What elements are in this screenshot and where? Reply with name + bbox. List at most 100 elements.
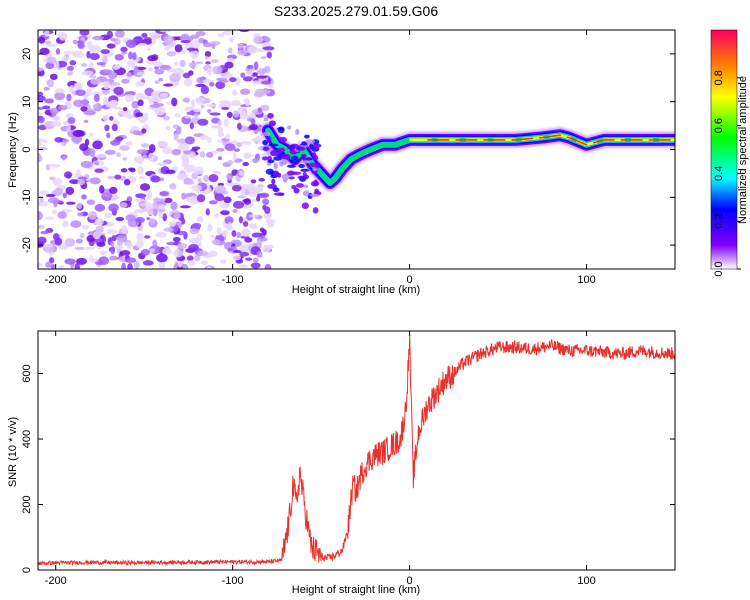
- noise-blob: [102, 80, 111, 90]
- noise-blob: [190, 200, 197, 205]
- noise-blob: [80, 105, 88, 112]
- noise-blob: [89, 177, 101, 185]
- noise-blob: [216, 147, 225, 152]
- noise-blob: [51, 209, 58, 215]
- noise-blob: [89, 75, 97, 79]
- noise-blob: [115, 216, 125, 222]
- y-tick-label: 20: [21, 48, 33, 60]
- noise-blob: [106, 30, 114, 39]
- noise-blob: [111, 235, 117, 242]
- noise-blob: [44, 30, 50, 37]
- noise-blob: [200, 260, 209, 266]
- noise-blob: [182, 97, 191, 103]
- noise-blob: [257, 67, 266, 76]
- y-tick-label: 0: [21, 567, 33, 573]
- noise-blob: [217, 120, 222, 126]
- onset-blob: [281, 153, 291, 160]
- noise-blob: [203, 175, 209, 183]
- noise-blob: [202, 79, 214, 84]
- noise-blob: [259, 227, 265, 233]
- noise-blob: [135, 216, 145, 224]
- noise-blob: [252, 257, 259, 263]
- x-tick-label: -200: [45, 274, 67, 286]
- noise-blob: [61, 208, 73, 213]
- onset-blob: [314, 188, 319, 195]
- noise-blob: [109, 186, 118, 194]
- x-tick-label: -100: [222, 274, 244, 286]
- noise-blob: [141, 143, 150, 148]
- onset-blob: [262, 139, 268, 146]
- noise-blob: [196, 215, 204, 223]
- noise-blob: [177, 143, 189, 153]
- noise-blob: [239, 251, 250, 257]
- noise-blob: [106, 229, 118, 235]
- x-tick-label: 0: [407, 274, 413, 286]
- noise-blob: [238, 170, 245, 176]
- noise-blob: [250, 179, 257, 184]
- noise-blob: [44, 98, 54, 104]
- noise-blob: [143, 37, 152, 42]
- noise-blob: [247, 46, 258, 54]
- noise-blob: [253, 61, 259, 71]
- noise-blob: [38, 95, 46, 102]
- noise-blob: [258, 89, 271, 95]
- noise-blob: [180, 40, 191, 44]
- onset-blob: [293, 187, 300, 194]
- onset-blob: [312, 152, 317, 159]
- noise-blob: [50, 264, 56, 269]
- noise-blob: [100, 49, 110, 55]
- noise-blob: [217, 33, 225, 38]
- noise-blob: [67, 117, 76, 125]
- colorbar-tick-label: 0.6: [713, 118, 725, 133]
- noise-blob: [210, 124, 222, 129]
- noise-blob: [194, 253, 201, 262]
- noise-blob: [190, 39, 201, 49]
- y-tick-label: 600: [21, 364, 33, 382]
- noise-blob: [214, 193, 225, 202]
- noise-blob: [104, 149, 116, 155]
- noise-blob: [162, 247, 172, 256]
- onset-blob: [263, 117, 269, 122]
- snr-x-ticks: -200 -100 0 100: [45, 331, 596, 587]
- onset-blob: [301, 142, 308, 146]
- onset-blob: [273, 192, 283, 196]
- noise-blob: [217, 182, 225, 187]
- noise-blob: [69, 179, 80, 185]
- noise-blob: [256, 251, 263, 258]
- noise-blob: [252, 72, 258, 77]
- noise-blob: [227, 159, 234, 165]
- noise-blob: [204, 50, 212, 58]
- onset-blob: [291, 155, 299, 162]
- noise-blob: [200, 104, 205, 109]
- noise-blob: [66, 65, 75, 71]
- noise-blob: [135, 92, 146, 102]
- noise-blob: [102, 55, 108, 65]
- onset-blob: [268, 143, 279, 147]
- noise-blob: [239, 244, 245, 253]
- noise-blob: [240, 72, 246, 78]
- onset-blob: [304, 134, 310, 139]
- noise-blob: [126, 59, 136, 68]
- noise-blob: [233, 148, 240, 152]
- noise-blob: [179, 205, 191, 209]
- noise-blob: [206, 67, 212, 76]
- noise-blob: [144, 96, 151, 101]
- noise-blob: [99, 250, 108, 256]
- noise-blob: [236, 142, 243, 148]
- noise-blob: [89, 254, 94, 263]
- noise-blob: [173, 132, 179, 141]
- noise-blob: [110, 85, 115, 91]
- onset-blob: [312, 145, 318, 151]
- noise-blob: [64, 238, 76, 247]
- noise-blob: [235, 76, 241, 86]
- noise-blob: [162, 146, 173, 155]
- onset-blob: [286, 164, 296, 168]
- noise-blob: [73, 83, 81, 89]
- noise-blob: [137, 43, 148, 47]
- noise-blob: [136, 240, 144, 249]
- noise-blob: [38, 211, 43, 221]
- noise-blob: [163, 227, 174, 232]
- noise-blob: [168, 221, 176, 227]
- noise-blob: [221, 230, 229, 237]
- noise-blob: [237, 49, 247, 56]
